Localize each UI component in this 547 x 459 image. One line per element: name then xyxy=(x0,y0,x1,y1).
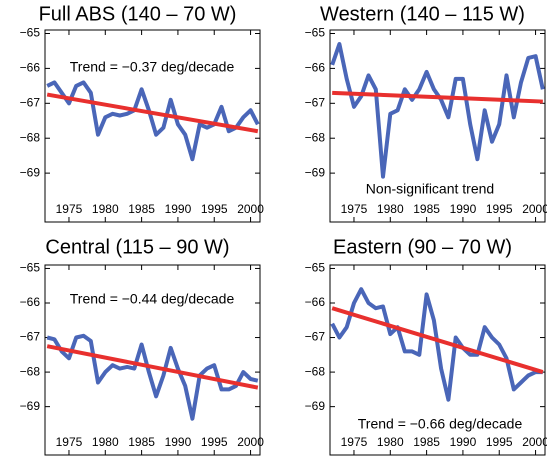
panel-title: Full ABS (140 – 70 W) xyxy=(39,3,237,25)
y-tick-label: −66 xyxy=(20,295,41,309)
y-tick-label: −68 xyxy=(305,364,326,378)
annotation: Trend = −0.66 deg/decade xyxy=(358,416,523,432)
x-tick-label: 1990 xyxy=(165,435,192,449)
annotation: Trend = −0.44 deg/decade xyxy=(70,291,235,307)
trend-line xyxy=(46,344,259,390)
data-line xyxy=(330,287,543,402)
y-tick-label: −67 xyxy=(20,330,41,344)
x-tick-label: 1995 xyxy=(201,435,228,449)
x-tick-label: 1995 xyxy=(201,202,228,216)
x-tick-label: 1990 xyxy=(165,202,192,216)
plot-frame xyxy=(44,29,261,223)
x-tick-label: 1975 xyxy=(341,202,368,216)
y-tick-label: −69 xyxy=(305,399,326,413)
panel-title: Central (115 – 90 W) xyxy=(45,236,229,258)
x-tick-label: 1980 xyxy=(92,202,119,216)
x-tick-label: 1985 xyxy=(413,435,440,449)
x-tick-label: 1995 xyxy=(486,202,513,216)
y-tick-label: −69 xyxy=(20,399,41,413)
y-tick-label: −66 xyxy=(305,295,326,309)
panel-title: Eastern (90 – 70 W) xyxy=(333,236,512,258)
y-tick-label: −67 xyxy=(20,95,41,109)
y-tick-label: −69 xyxy=(20,165,41,179)
x-tick-label: 1975 xyxy=(341,435,368,449)
x-tick-label: 2000 xyxy=(522,202,547,216)
x-tick-label: 1990 xyxy=(450,202,477,216)
y-tick-label: −66 xyxy=(305,61,326,75)
y-tick-label: −68 xyxy=(305,130,326,144)
y-tick-label: −65 xyxy=(305,26,326,40)
y-tick-label: −65 xyxy=(20,261,41,275)
annotation: Trend = −0.37 deg/decade xyxy=(70,59,235,75)
plot-frame xyxy=(329,264,546,456)
panel-title: Western (140 – 115 W) xyxy=(320,3,525,25)
y-tick-label: −69 xyxy=(305,165,326,179)
x-tick-label: 1990 xyxy=(450,435,477,449)
x-tick-label: 1985 xyxy=(128,202,155,216)
y-tick-label: −65 xyxy=(20,26,41,40)
data-line xyxy=(46,333,259,421)
x-tick-label: 1995 xyxy=(486,435,513,449)
x-tick-label: 2000 xyxy=(237,435,264,449)
annotation: Non-significant trend xyxy=(366,181,494,197)
plot-frame xyxy=(44,264,261,456)
y-tick-label: −67 xyxy=(305,95,326,109)
trend-line xyxy=(331,306,544,375)
x-tick-label: 1975 xyxy=(56,435,83,449)
y-tick-label: −68 xyxy=(20,130,41,144)
trend-line xyxy=(46,92,259,134)
data-line xyxy=(330,42,545,179)
y-tick-label: −65 xyxy=(305,261,326,275)
x-tick-label: 1980 xyxy=(92,435,119,449)
plot-frame xyxy=(329,29,546,223)
y-tick-label: −67 xyxy=(305,330,326,344)
trend-line xyxy=(332,90,543,104)
x-tick-label: 1980 xyxy=(377,435,404,449)
x-tick-label: 2000 xyxy=(522,435,547,449)
x-tick-label: 1985 xyxy=(413,202,440,216)
data-line xyxy=(46,80,260,162)
x-tick-label: 1980 xyxy=(377,202,404,216)
x-tick-label: 2000 xyxy=(237,202,264,216)
y-tick-label: −66 xyxy=(20,61,41,75)
x-tick-label: 1985 xyxy=(128,435,155,449)
y-tick-label: −68 xyxy=(20,364,41,378)
x-tick-label: 1975 xyxy=(56,202,83,216)
